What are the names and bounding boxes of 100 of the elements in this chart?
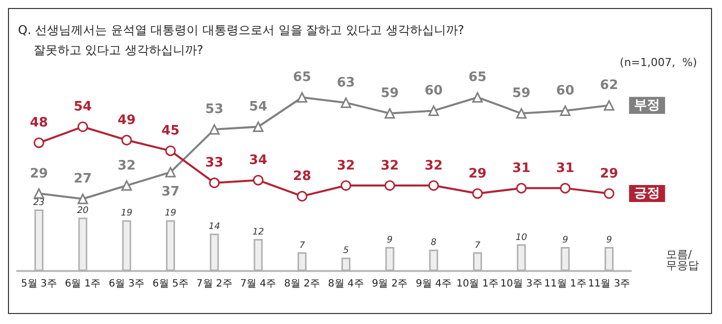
data-label: 32 xyxy=(380,158,399,174)
point xyxy=(472,92,483,103)
point xyxy=(472,188,483,199)
text: (n=1,007, %) xyxy=(620,56,698,69)
point xyxy=(78,194,88,204)
data-label: 59 xyxy=(380,86,399,102)
bar xyxy=(298,252,307,271)
point xyxy=(252,174,264,186)
point xyxy=(604,188,614,199)
point xyxy=(516,108,527,119)
bar xyxy=(122,220,132,271)
data-label: 62 xyxy=(600,78,618,94)
bar xyxy=(429,250,438,271)
x-tick-label: 9월 2주 xyxy=(372,278,408,290)
point xyxy=(604,100,614,111)
bar xyxy=(385,246,394,271)
bar xyxy=(210,234,219,271)
data-label: 54 xyxy=(249,99,268,114)
data-label: 33 xyxy=(205,156,224,171)
data-label: 32 xyxy=(424,158,443,174)
point xyxy=(560,182,570,194)
x-tick-label: 11월 3주 xyxy=(588,278,630,290)
x-tick-label: 10월 1주 xyxy=(456,278,499,290)
data-label: 9 xyxy=(386,235,393,246)
data-label: 31 xyxy=(556,160,574,176)
point xyxy=(78,121,88,132)
x-tick-label: 8월 2주 xyxy=(284,278,320,290)
bar xyxy=(254,238,263,271)
text: 모름/ 무응답 xyxy=(666,248,699,272)
data-label: 7 xyxy=(299,240,306,251)
data-label: 19 xyxy=(164,208,176,219)
data-label: 28 xyxy=(293,168,312,184)
data-label: 14 xyxy=(208,222,220,232)
point xyxy=(165,166,176,178)
bar xyxy=(604,246,614,271)
series-label: 긍정 xyxy=(634,186,660,202)
data-label: 27 xyxy=(74,172,92,187)
data-label: 60 xyxy=(424,83,443,98)
point xyxy=(296,92,308,103)
data-label: 12 xyxy=(252,227,264,238)
data-label: 29 xyxy=(30,166,48,182)
point xyxy=(384,108,396,119)
frame: (n=1,007, %) 모름/ 무응답 5월 3주 6월 1주 6월 3주 6월 5주 7월 2주 7월 4주 8월 2주 8월 4주 9월 2주 9월 4주 10월 1주 10월 3주 11월 1주 11월 3주 23 20 19 19 14 12 7 5 9 8 7 10 9 9 29 27 32 37 53 54 65 63 59 60 65 59 60 62 부정 48 54 49 45 33 34 28 32 32 32 29 31 31 29 긍정 Q. 선생님께서는 윤석열 대통령이 대통령으로서 일을 잘하고 있다고 생각하십니까? 잘못하고 있다고 생각하십니까? xyxy=(8,8,712,314)
data-label: 31 xyxy=(512,160,530,176)
data-label: 34 xyxy=(249,152,268,168)
x-tick-label: 6월 3주 xyxy=(108,278,145,290)
data-label: 45 xyxy=(161,124,180,139)
chart-title: Q. 선생님께서는 윤석열 대통령이 대통령으로서 일을 잘하고 있다고 생각하십니까? 잘못하고 있다고 생각하십니까? xyxy=(18,23,464,57)
data-label: 59 xyxy=(512,86,530,102)
data-label: 23 xyxy=(33,198,45,208)
data-label: 60 xyxy=(556,83,574,98)
point xyxy=(340,97,352,108)
point xyxy=(384,180,396,191)
bar xyxy=(166,220,175,271)
point xyxy=(296,190,308,202)
bar xyxy=(341,258,350,271)
data-label: 37 xyxy=(161,184,180,200)
point xyxy=(340,180,352,191)
point xyxy=(252,121,264,132)
point xyxy=(428,180,439,191)
data-label: 9 xyxy=(562,235,568,246)
data-label: 49 xyxy=(118,112,136,128)
point xyxy=(516,182,527,194)
bar xyxy=(516,244,526,271)
x-tick-label: 7월 2주 xyxy=(196,278,232,290)
point xyxy=(560,105,570,116)
data-label: 65 xyxy=(293,70,312,86)
data-label: 54 xyxy=(74,99,92,114)
data-label: 8 xyxy=(430,238,437,248)
point xyxy=(165,146,176,156)
point xyxy=(34,138,44,148)
data-label: 53 xyxy=(205,102,224,118)
point xyxy=(209,178,220,188)
x-tick-label: 10월 3주 xyxy=(500,278,542,290)
data-label: 63 xyxy=(336,75,355,90)
data-label: 65 xyxy=(468,70,487,86)
series-label: 부정 xyxy=(634,98,660,113)
data-label: 10 xyxy=(516,232,528,243)
data-label: 29 xyxy=(468,166,487,182)
data-label: 7 xyxy=(474,240,481,251)
data-label: 32 xyxy=(118,158,136,174)
data-label: 20 xyxy=(77,206,89,216)
point xyxy=(121,134,132,146)
x-tick-label: 5월 3주 xyxy=(20,278,57,290)
data-label: 5 xyxy=(343,246,350,256)
data-label: 48 xyxy=(30,116,48,131)
data-label: 29 xyxy=(600,166,618,182)
x-tick-label: 8월 4주 xyxy=(328,278,364,290)
bar xyxy=(34,210,44,271)
point xyxy=(121,180,132,191)
x-tick-label: 6월 5주 xyxy=(152,278,188,290)
x-tick-label: 9월 4주 xyxy=(416,278,452,290)
bar xyxy=(473,252,482,271)
point xyxy=(34,188,44,199)
x-tick-label: 7월 4주 xyxy=(240,278,276,290)
x-tick-label: 6월 1주 xyxy=(64,278,101,290)
data-label: 32 xyxy=(336,158,355,174)
bar xyxy=(78,218,88,271)
bar xyxy=(560,246,570,271)
point xyxy=(428,105,439,116)
